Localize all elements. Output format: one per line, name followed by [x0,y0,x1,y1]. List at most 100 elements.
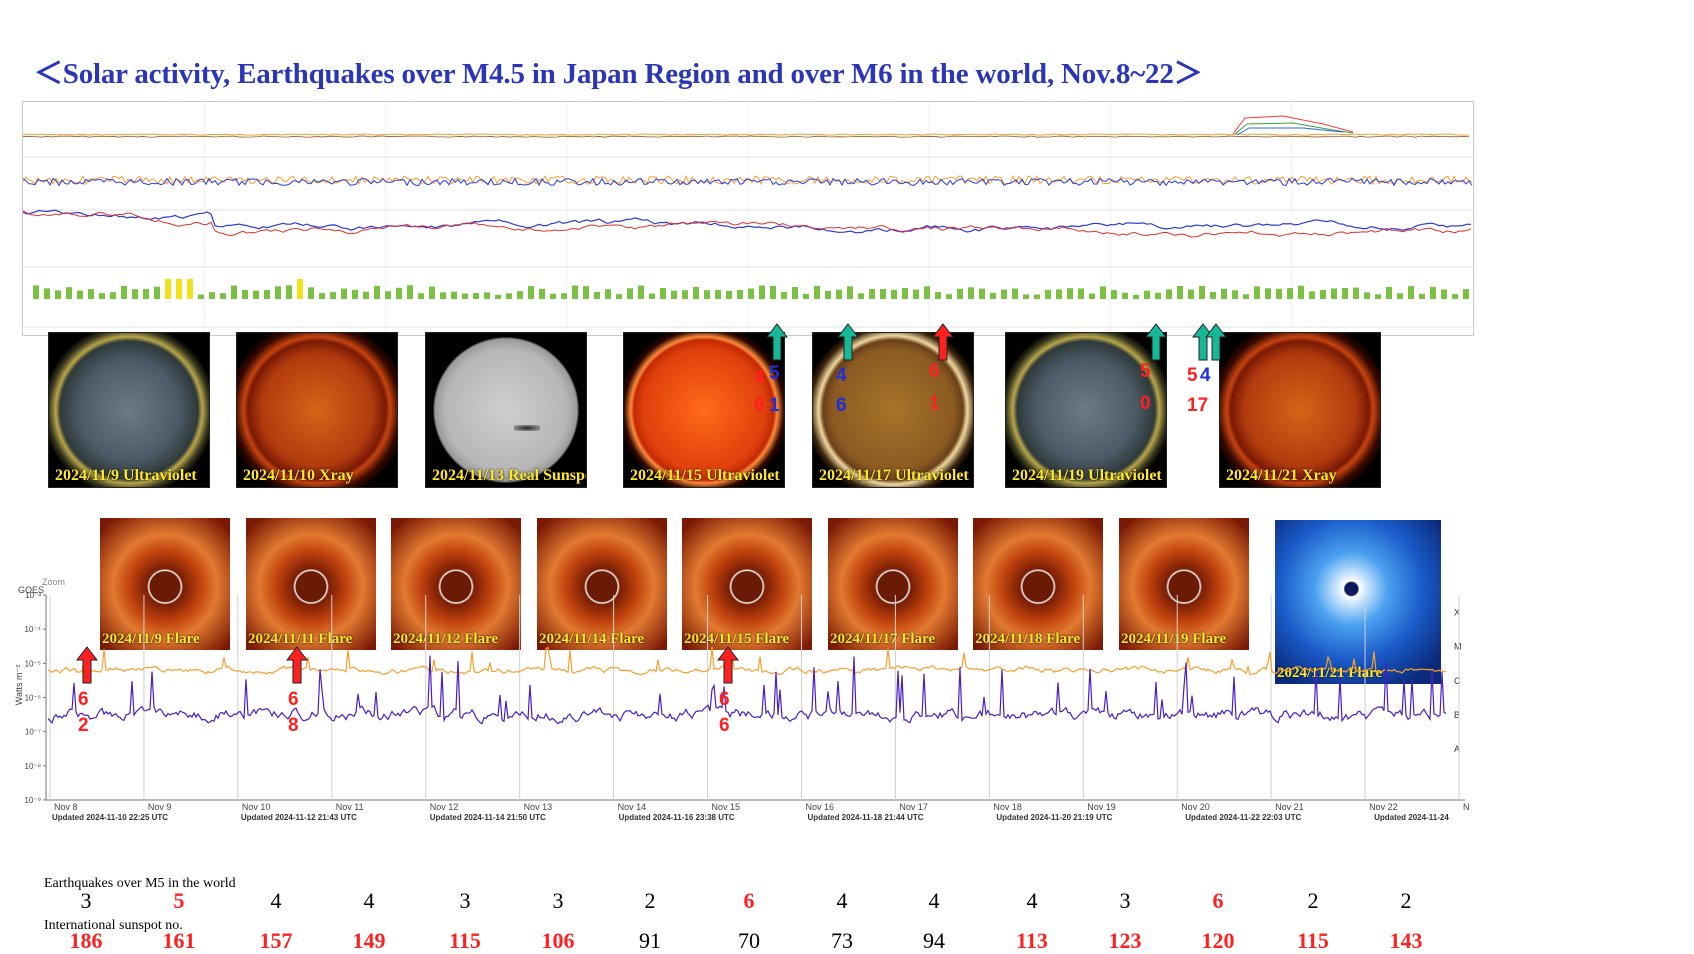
kp-bar [1045,289,1051,299]
kp-bar [737,290,743,299]
kp-bar [627,288,633,299]
kp-bar [330,292,336,299]
sun-image-caption: 2024/11/17 Ultraviolet [819,467,969,484]
kp-bar [473,293,479,299]
green-arrow-icon [766,323,788,361]
kp-bar [1188,289,1194,299]
kp-bar [99,293,105,299]
earthquake-count: 4 [836,888,848,913]
kp-bar [275,286,281,299]
sun-image-7: 2024/11/21 Xray [1219,332,1381,488]
kp-bar [1122,292,1128,299]
date-label: Nov 19 [1087,802,1116,812]
kp-bar [902,287,908,299]
date-label: Nov 15 [712,802,741,812]
kp-bar [484,292,490,299]
proton-event-line [1232,115,1354,135]
sun-image-1: 2024/11/9 Ultraviolet [48,332,210,488]
earthquake-count: 3 [1119,888,1131,913]
kp-bar [792,286,798,299]
kp-bar [759,285,765,299]
sun-image-caption: 2024/11/9 Ultraviolet [55,467,197,484]
red-arrow-icon [76,646,98,684]
kp-bar [1067,288,1073,299]
quake-annotation: 6 [719,715,730,736]
earthquake-count: 3 [80,888,92,913]
quake-annotation: 6 [929,361,940,382]
y-tick-label: 10⁻⁴ [24,625,41,634]
sunspot-number: 73 [831,928,853,953]
date-label: Nov 10 [242,802,271,812]
kp-bar [1265,288,1271,299]
magnetometer-line-2 [23,210,1472,238]
magnetometer-line [23,209,1472,234]
kp-bar [1023,294,1029,299]
kp-bar [286,285,292,299]
kp-bar [1463,289,1469,299]
kp-bar [836,289,842,299]
quake-annotation: 5 [1140,361,1151,382]
quake-annotation: 6 [754,395,765,416]
earthquake-count: 2 [644,888,656,913]
updated-label: Updated 2024-11-24 [1374,813,1449,822]
sunspot-number: 161 [162,928,196,953]
kp-bar [418,293,424,299]
goes-xray-flux-chart: 10⁻³ 10⁻⁴ 10⁻⁵ 10⁻⁶ 10⁻⁷ 10⁻⁸ 10⁻⁹ Watts m⁻² GOE… [14,577,1470,822]
sunspot-number: 149 [352,928,386,953]
sun-image-4: 2024/11/15 Ultraviolet [623,332,785,488]
updated-label: Updated 2024-11-14 21:50 UTC [430,813,546,822]
kp-bar [187,279,193,299]
electron-flux-line-2 [23,177,1473,187]
date-label: Nov 16 [805,802,834,812]
kp-bar [429,286,435,299]
goes-label: GOES [18,585,44,595]
kp-bar [539,288,545,299]
date-label: Nov 12 [430,802,459,812]
kp-bar [462,293,468,299]
kp-bar [77,290,83,299]
quake-annotation: 1 [929,393,940,414]
kp-bar [1144,290,1150,299]
kp-bar [726,290,732,299]
updated-label: Updated 2024-11-12 21:43 UTC [241,813,357,822]
kp-bar [682,290,688,299]
kp-bar [517,291,523,299]
kp-bar [231,285,237,299]
kp-bar [88,289,94,299]
quake-annotation: 6 [78,689,89,710]
kp-bar [1419,293,1425,299]
kp-bar [407,285,413,299]
quake-annotation: 6 [836,395,847,416]
flare-image-caption: 2024/11/17 Flare [830,631,936,647]
kp-bar [770,285,776,299]
earthquake-count: 5 [173,888,185,913]
zoom-label: Zoom [42,577,65,587]
sunspot-number: 143 [1389,928,1423,953]
flare-image-3: 2024/11/12 Flare [391,518,521,650]
kp-bar [649,293,655,299]
quake-annotation: 5 [769,363,780,384]
kp-bar [1012,288,1018,299]
date-label: Nov 11 [336,802,364,812]
kp-bar [605,289,611,299]
y-tick-label: 10⁻⁹ [24,796,41,805]
sunspot-number: 70 [738,928,760,953]
kp-bar [1364,292,1370,299]
sun-image-caption: 2024/11/13 Real Sunspot [432,467,587,484]
y-tick-label: 10⁻⁵ [25,659,41,668]
sunspot-number: 115 [449,928,481,953]
page-title: ＜Solar activity, Earthquakes over M4.5 i… [34,58,1203,90]
kp-bar [506,293,512,299]
flare-class-label: C [1454,676,1461,686]
kp-bar [1155,292,1161,299]
kp-bar [1276,288,1282,299]
kp-bar [957,288,963,299]
kp-bar [891,289,897,299]
kp-bar [913,289,919,299]
kp-bar [143,289,149,299]
kp-bar [1034,294,1040,299]
updated-label: Updated 2024-11-10 22:25 UTC [52,813,168,822]
flare-image-5: 2024/11/15 Flare [682,518,812,650]
sun-image-caption: 2024/11/10 Xray [243,467,354,484]
kp-bar [803,293,809,299]
